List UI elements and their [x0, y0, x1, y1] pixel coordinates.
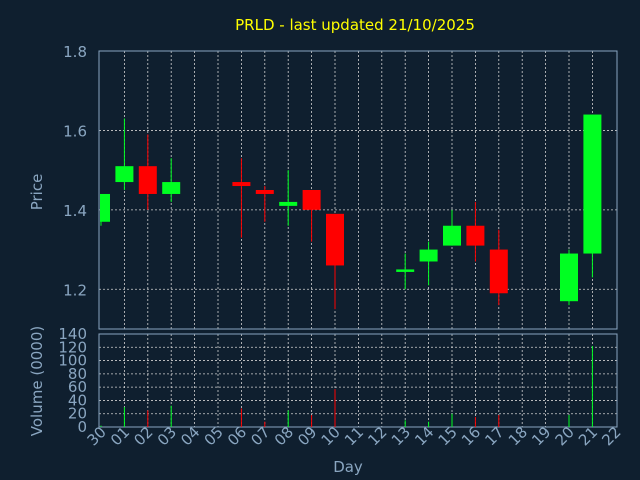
price-tick-label: 1.2 — [63, 281, 87, 299]
price-axis-label: Price — [28, 174, 46, 211]
candle-body — [419, 249, 438, 262]
candle-body — [396, 269, 415, 272]
candle-body — [443, 225, 461, 246]
volume-tick-label: 80 — [68, 365, 87, 383]
volume-plot-frame — [98, 333, 618, 428]
x-axis-label: Day — [333, 458, 363, 476]
volume-tick-label: 60 — [68, 378, 87, 396]
volume-tick-label: 40 — [68, 391, 87, 409]
candle-body — [560, 253, 578, 302]
price-tick-label: 1.8 — [63, 43, 87, 61]
candle-body — [466, 225, 485, 246]
volume-grid — [99, 333, 617, 428]
price-tick-label: 1.4 — [63, 202, 87, 220]
price-plot-frame — [98, 50, 618, 330]
volume-tick-label: 0 — [77, 418, 87, 436]
candle-body — [279, 201, 298, 206]
candle-body — [302, 190, 321, 210]
candle-body — [138, 166, 157, 194]
volume-axis-label: Volume (0000) — [28, 326, 46, 436]
candle-body — [326, 213, 344, 266]
candle-body — [115, 166, 134, 183]
candles — [100, 114, 602, 310]
candle-body — [583, 114, 602, 254]
price-axis-ticks: 1.2 1.4 1.6 1.8 — [63, 43, 87, 299]
candle-body — [162, 182, 181, 194]
price-tick-label: 1.6 — [63, 122, 87, 140]
candle-body — [100, 193, 110, 222]
volume-bars — [100, 345, 593, 427]
candle-body — [489, 249, 508, 294]
volume-tick-label: 20 — [68, 405, 87, 423]
x-axis-ticks: 3001020304050607080910111213141516171819… — [84, 423, 625, 449]
candle-body — [232, 182, 251, 187]
volume-tick-label: 120 — [58, 338, 87, 356]
candle-body — [255, 190, 274, 194]
chart-title: PRLD - last updated 21/10/2025 — [235, 16, 475, 34]
volume-tick-label: 140 — [58, 325, 87, 343]
volume-tick-label: 100 — [58, 352, 87, 370]
